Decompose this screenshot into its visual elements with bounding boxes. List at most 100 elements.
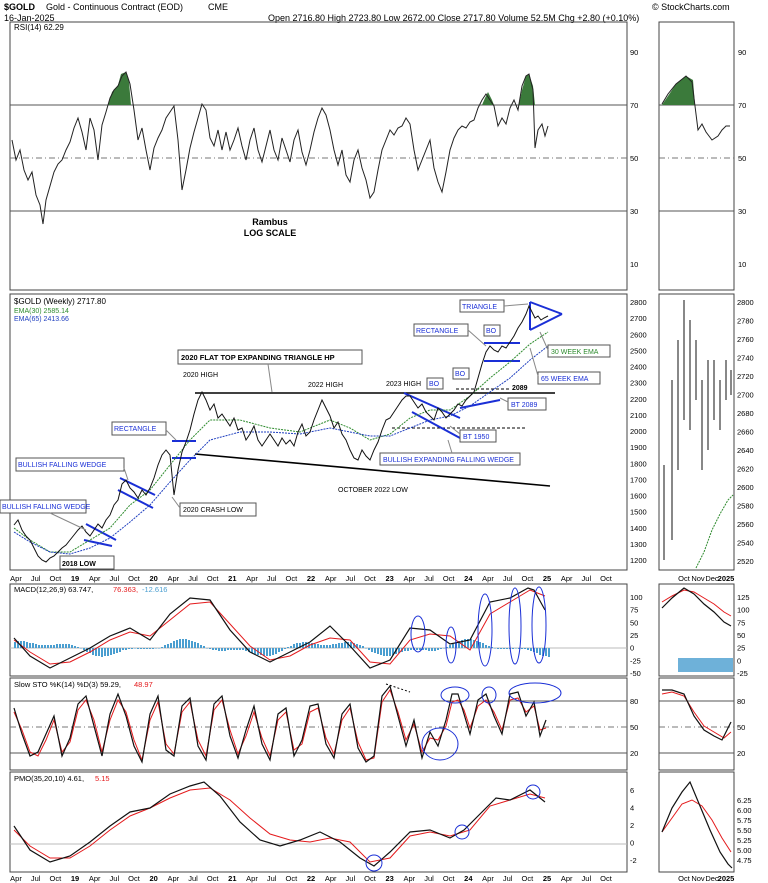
bfw1-box <box>0 499 87 514</box>
rsi-line <box>11 71 549 225</box>
macd-hist-bar <box>539 648 541 655</box>
macd-hist-bar <box>500 648 502 649</box>
macd-hist-bar <box>215 648 217 650</box>
triangle-bottom-line <box>194 453 551 487</box>
y-tick-label: 1300 <box>630 540 647 549</box>
x-tick-label: Apr <box>561 874 573 883</box>
macd-hist-bar <box>407 648 409 651</box>
y-tick-label: 20 <box>630 749 638 758</box>
x-tick-label: Apr <box>167 574 179 583</box>
x-tick-label: Jul <box>188 574 198 583</box>
bfw1-label: BULLISH FALLING WEDGE <box>2 504 91 511</box>
macd-hist-bar <box>251 648 253 653</box>
x-tick-label: Jul <box>424 574 434 583</box>
x-tick-label: 19 <box>71 874 79 883</box>
macd-hist-bar <box>269 648 271 656</box>
x-tick-label: Oct <box>600 874 613 883</box>
macd-hist-bar <box>440 648 442 649</box>
oct2022-label: OCTOBER 2022 LOW <box>338 487 408 494</box>
macd-hist-bar <box>146 648 148 649</box>
macd-hist-bar <box>491 647 493 648</box>
y-tick-label: 4.75 <box>737 856 752 865</box>
pmo-panel: PMO(35,20,10) 4.61, 5.15 6 4 2 0 -2 6.256.00… <box>10 774 752 872</box>
y-tick-label: 1700 <box>630 475 647 484</box>
macd-hist-bar <box>341 643 343 648</box>
rect2-pointer <box>467 329 487 347</box>
rsi-axis: 90 70 50 30 10 <box>630 48 638 269</box>
x-tick-label: 23 <box>385 874 393 883</box>
macd-hist-bar <box>515 648 517 649</box>
macd-hist-bar <box>149 648 151 649</box>
y-tick-label: 6.00 <box>737 806 752 815</box>
befw-bottom <box>411 411 461 439</box>
x-tick-label: 24 <box>464 574 473 583</box>
macd-hist-bar <box>95 648 97 656</box>
rsi-panel-frame <box>9 21 628 291</box>
macd-hist-bar <box>425 648 427 650</box>
pmo-label-main: PMO(35,20,10) 4.61, <box>14 774 84 783</box>
macd-hist-bar <box>200 645 202 648</box>
macd-hist-bar <box>80 648 82 649</box>
rsi-label: RSI(14) 62.29 <box>14 23 64 32</box>
bo1-box <box>426 377 444 390</box>
macd-hist-bar <box>371 648 373 652</box>
macd-hist-bar <box>71 645 73 648</box>
sto-zoom-frame <box>658 677 735 771</box>
price-legend-title: $GOLD (Weekly) 2717.80 <box>14 297 106 306</box>
y-tick-label: 50 <box>737 631 745 640</box>
macd-circles <box>410 586 547 667</box>
bfw2-pointer <box>123 467 129 481</box>
sto-label-main: Slow STO %K(14) %D(3) 59.29, <box>14 680 121 689</box>
macd-hist-bar <box>194 642 196 648</box>
y-tick-label: 1200 <box>630 556 647 565</box>
macd-hist-bar <box>479 642 481 648</box>
x-tick-label: Oct <box>207 874 220 883</box>
macd-hist-bar <box>473 640 475 648</box>
macd-label-signal: 76.363, <box>113 585 138 594</box>
chart-header: $GOLD Gold - Continuous Contract (EOD) C… <box>4 2 730 23</box>
macd-hist-bar <box>344 642 346 648</box>
y-tick-label: 2680 <box>737 409 754 418</box>
macd-hist-bar <box>353 643 355 648</box>
macd-hist-bar <box>32 643 34 648</box>
rsi-note-rambus: Rambus <box>252 217 288 227</box>
y-tick-label: 2700 <box>737 391 754 400</box>
bt1950-pointer <box>449 425 461 435</box>
y-tick-label: 2780 <box>737 317 754 326</box>
price-zoom-axis: 2800 2780 2760 2740 2720 2700 2680 2660 2640 2620… <box>737 298 754 566</box>
x-tick-label: Apr <box>89 574 101 583</box>
macd-hist-bar <box>272 648 274 655</box>
bt2089-label: BT 2089 <box>511 402 537 409</box>
macd-zoom-line <box>661 587 732 627</box>
y-tick-label: 5.00 <box>737 846 752 855</box>
macd-hist-bar <box>545 648 547 656</box>
y-tick-label: 25 <box>630 631 638 640</box>
sto-label-signal: 48.97 <box>134 680 153 689</box>
macd-hist-bar <box>530 648 532 651</box>
macd-hist-bar <box>527 648 529 650</box>
ema30-box <box>547 344 611 358</box>
x-tick-label: Dec <box>705 874 719 883</box>
price-line <box>13 304 549 563</box>
y-tick-label: 25 <box>737 644 745 653</box>
x-tick-label: Oct <box>521 574 534 583</box>
macd-hist-bar <box>338 643 340 648</box>
x-tick-label: Jul <box>503 874 513 883</box>
y-tick-label: 2580 <box>737 502 754 511</box>
y-tick-label: 2720 <box>737 372 754 381</box>
macd-hist-bar <box>41 645 43 648</box>
macd-hist-bar <box>368 648 370 650</box>
macd-zoom-frame <box>658 583 735 677</box>
y-tick-label: 2600 <box>630 330 647 339</box>
macd-hist-bar <box>323 645 325 648</box>
y-tick-label: 30 <box>738 207 746 216</box>
x-tick-label: Jul <box>31 574 41 583</box>
macd-hist-bar <box>419 648 421 650</box>
y-tick-label: -25 <box>630 656 641 665</box>
bo1-label: BO <box>429 381 440 388</box>
rsi-panel: RSI(14) 62.29 Rambus LOG SCALE 90 70 50 30 1… <box>10 23 746 269</box>
macd-hist-bar <box>197 643 199 648</box>
macd-hist-bar <box>137 648 139 649</box>
y-tick-label: 1800 <box>630 459 647 468</box>
